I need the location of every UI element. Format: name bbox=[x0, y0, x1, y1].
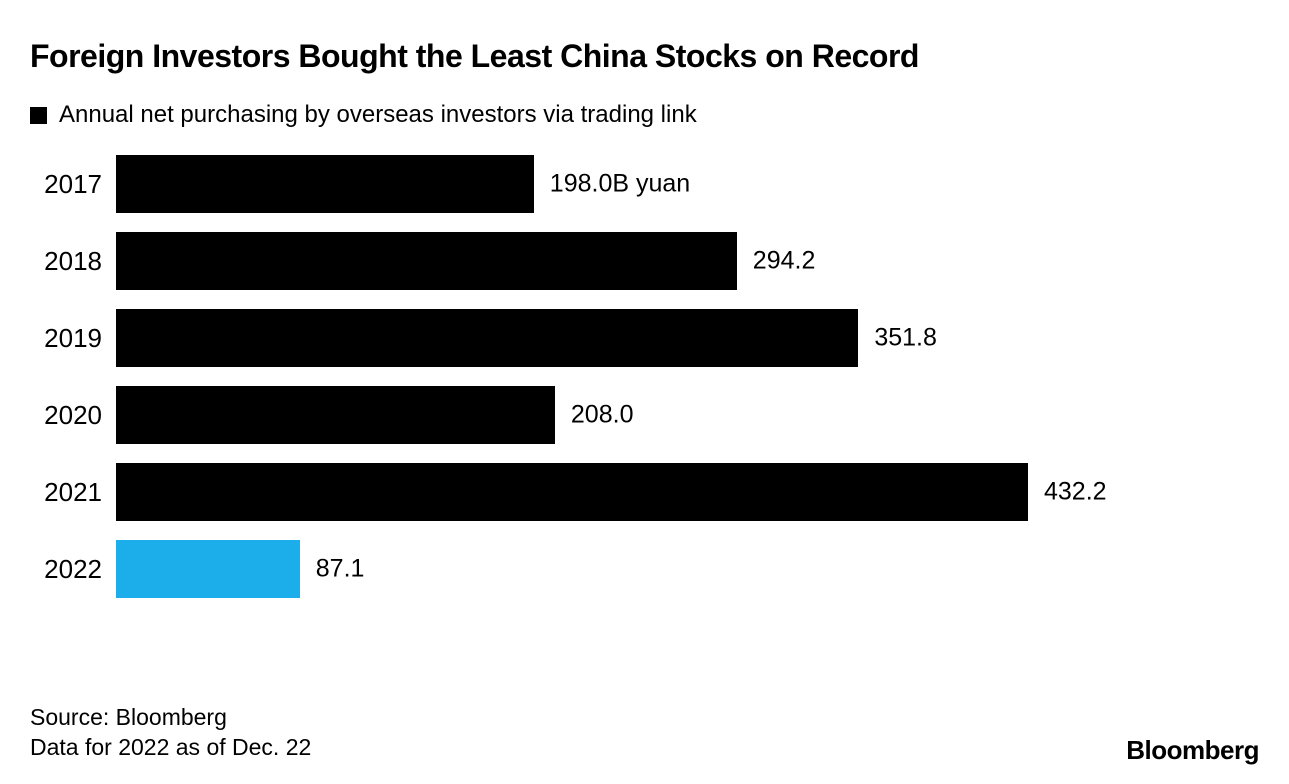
year-label: 2020 bbox=[44, 399, 102, 430]
value-label: 87.1 bbox=[315, 554, 365, 583]
source-note: Source: Bloomberg Data for 2022 as of De… bbox=[30, 702, 311, 762]
bar-2017 bbox=[116, 155, 534, 213]
year-label: 2018 bbox=[44, 245, 102, 276]
bar-2018 bbox=[116, 232, 737, 290]
bar-row: 2020 208.0 bbox=[30, 386, 1259, 444]
bar-2022 bbox=[116, 540, 300, 598]
bar-2019 bbox=[116, 309, 859, 367]
value-label: 432.2 bbox=[1044, 477, 1107, 506]
bar-track: 294.2 bbox=[116, 232, 1028, 290]
year-label: 2021 bbox=[44, 476, 102, 507]
bar-2021 bbox=[116, 463, 1028, 521]
bar-track: 87.1 bbox=[116, 540, 1028, 598]
bar-row: 2018 294.2 bbox=[30, 232, 1259, 290]
bar-2020 bbox=[116, 386, 555, 444]
bar-row: 2017 198.0B yuan bbox=[30, 155, 1259, 213]
data-note-line: Data for 2022 as of Dec. 22 bbox=[30, 734, 312, 760]
value-label: 294.2 bbox=[752, 246, 816, 275]
legend-swatch-icon bbox=[30, 106, 47, 124]
source-line: Source: Bloomberg bbox=[30, 704, 227, 730]
bar-row: 2019 351.8 bbox=[30, 309, 1259, 367]
bar-chart: 2017 198.0B yuan 2018 294.2 2019 351.8 2020 208… bbox=[30, 155, 1259, 598]
year-label: 2022 bbox=[44, 553, 102, 584]
bar-row: 2022 87.1 bbox=[30, 540, 1259, 598]
value-label: 351.8 bbox=[874, 323, 937, 352]
legend-label: Annual net purchasing by overseas invest… bbox=[59, 101, 697, 128]
bar-track: 432.2 bbox=[116, 463, 1107, 521]
legend: Annual net purchasing by overseas invest… bbox=[30, 101, 1259, 129]
chart-title: Foreign Investors Bought the Least China… bbox=[30, 38, 919, 74]
year-label: 2019 bbox=[44, 322, 102, 353]
value-label: 208.0 bbox=[570, 400, 634, 429]
bloomberg-logo: Bloomberg bbox=[1126, 735, 1259, 765]
bar-row: 2021 432.2 bbox=[30, 463, 1259, 521]
bar-track: 208.0 bbox=[116, 386, 1028, 444]
year-label: 2017 bbox=[44, 168, 102, 199]
bar-track: 351.8 bbox=[116, 309, 1028, 367]
bar-track: 198.0B yuan bbox=[116, 155, 1028, 213]
value-label: 198.0B yuan bbox=[549, 169, 691, 198]
